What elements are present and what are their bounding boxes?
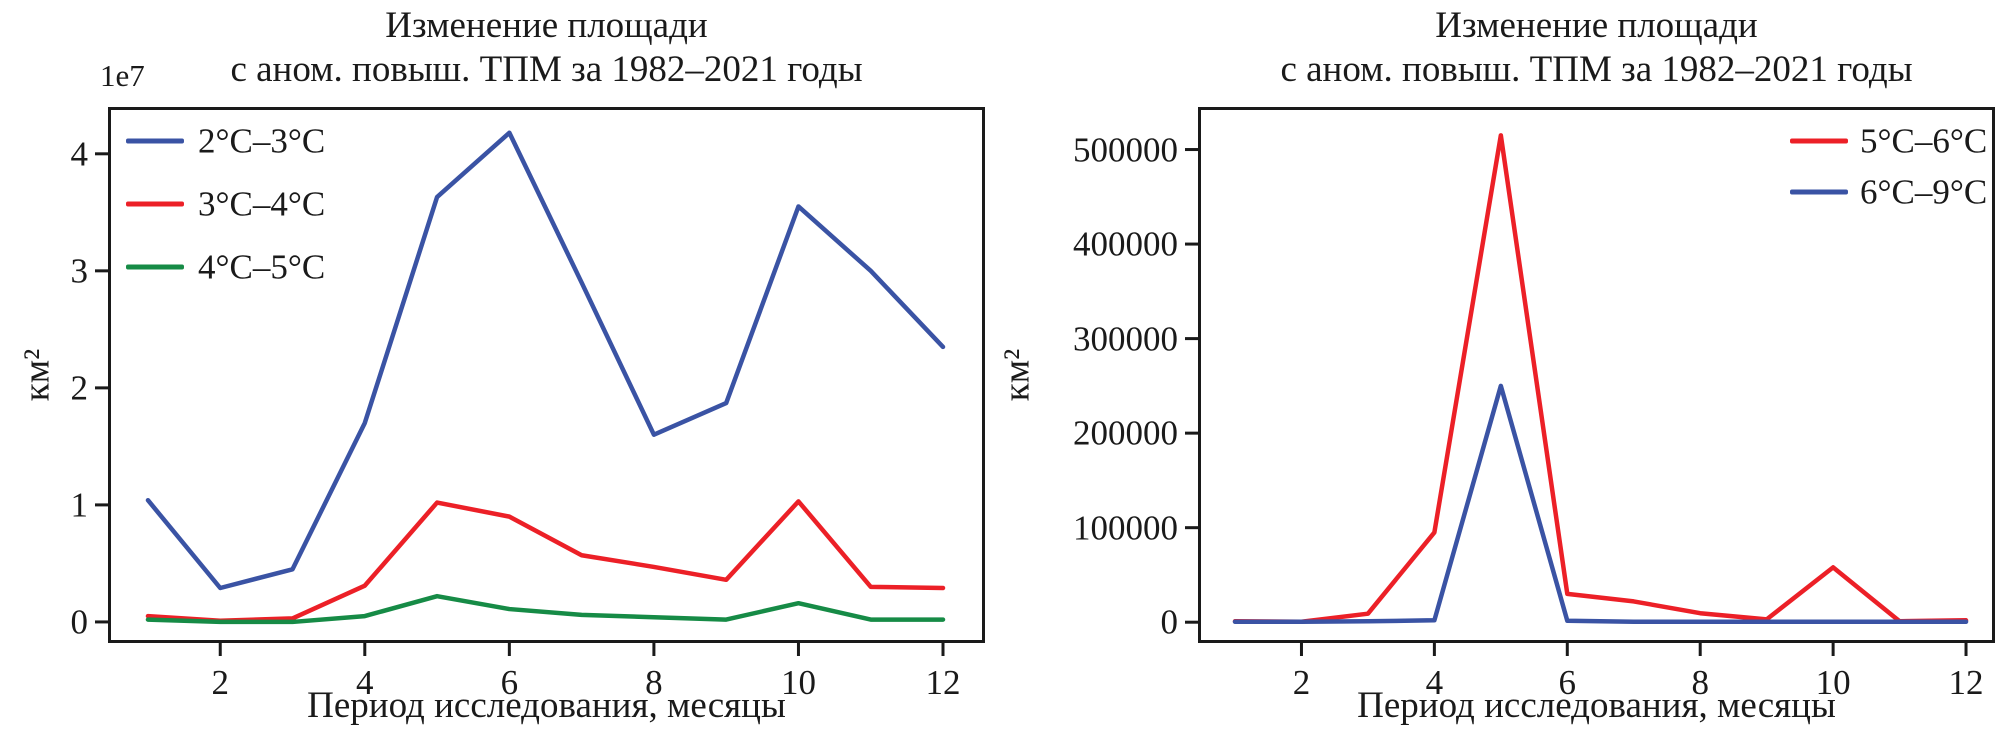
x-tick-label: 2 <box>211 663 229 702</box>
series-line <box>145 499 946 624</box>
y-axis-offset-text: 1e7 <box>100 58 145 93</box>
y-axis-label: км² <box>996 348 1038 402</box>
x-tick-label: 4 <box>356 663 374 702</box>
chart-title-line1: Изменение площади <box>1435 5 1758 46</box>
chart-title-line2: с аном. повыш. ТПМ за 1982–2021 годы <box>1280 49 1913 90</box>
legend-label: 6°C–9°C <box>1860 172 1988 212</box>
legend-swatch <box>1790 189 1848 195</box>
chart-title-line1: Изменение площади <box>385 5 708 46</box>
x-tick-label: 10 <box>780 663 816 702</box>
x-axis-label: Период исследования, месяцы <box>1357 685 1836 726</box>
y-tick-label: 300000 <box>1073 319 1178 359</box>
series-line <box>1232 133 1969 624</box>
y-tick-label: 400000 <box>1073 224 1178 264</box>
y-tick-label: 4 <box>70 134 89 174</box>
x-tick-label: 8 <box>645 663 663 702</box>
y-axis-label: км² <box>16 348 58 402</box>
legend-swatch <box>1790 138 1848 144</box>
x-tick-label: 10 <box>1815 663 1851 702</box>
legend-label: 5°C–6°C <box>1860 121 1988 161</box>
legend-label: 2°C–3°C <box>198 121 326 161</box>
legend-swatch <box>126 138 184 144</box>
y-tick-label: 3 <box>70 251 89 291</box>
legend-swatch <box>126 264 184 270</box>
y-tick-label: 1 <box>70 485 89 525</box>
plot-area-svg <box>95 107 985 656</box>
plot-box <box>108 107 985 643</box>
x-tick-label: 12 <box>1948 663 1984 702</box>
plot-box <box>1198 107 1995 643</box>
y-tick-label: 100000 <box>1073 508 1178 548</box>
y-tick-label: 0 <box>1160 602 1179 642</box>
y-tick-label: 0 <box>70 602 89 642</box>
series-line <box>145 593 946 625</box>
left-chart: Изменение площади с аном. повыш. ТПМ за … <box>17 7 985 724</box>
chart-title-line2: с аном. повыш. ТПМ за 1982–2021 годы <box>230 49 863 90</box>
legend-label: 3°C–4°C <box>198 184 326 224</box>
right-chart: Изменение площади с аном. повыш. ТПМ за … <box>997 7 1995 724</box>
y-tick-label: 200000 <box>1073 413 1178 453</box>
legend-label: 4°C–5°C <box>198 247 326 287</box>
x-tick-label: 12 <box>925 663 961 702</box>
x-tick-label: 2 <box>1292 663 1311 702</box>
y-tick-label: 500000 <box>1073 130 1178 170</box>
x-tick-label: 8 <box>1691 663 1709 702</box>
series-line <box>145 130 946 591</box>
x-tick-label: 6 <box>1558 663 1577 702</box>
x-tick-label: 4 <box>1425 663 1444 702</box>
y-tick-label: 2 <box>70 368 89 408</box>
x-axis-label: Период исследования, месяцы <box>307 685 786 726</box>
plot-area-svg <box>1185 107 1995 656</box>
x-tick-label: 6 <box>500 663 519 702</box>
legend-swatch <box>126 201 184 207</box>
series-line <box>1232 383 1969 624</box>
